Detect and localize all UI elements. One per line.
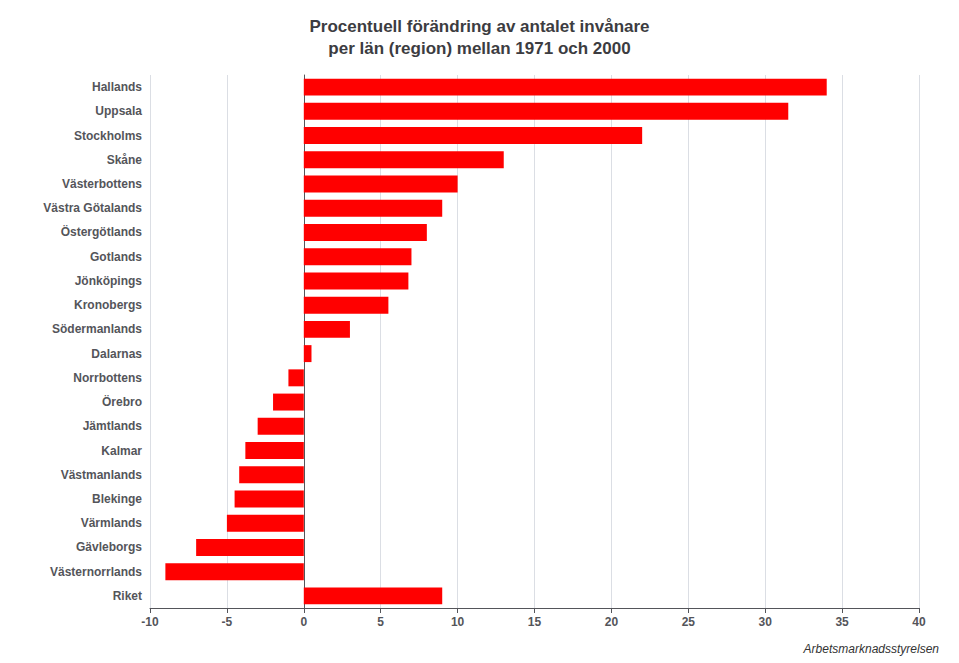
svg-text:Kronobergs: Kronobergs — [74, 298, 142, 312]
svg-text:20: 20 — [605, 615, 619, 629]
svg-text:Dalarnas: Dalarnas — [91, 347, 142, 361]
svg-text:Västerbottens: Västerbottens — [62, 177, 142, 191]
svg-text:35: 35 — [835, 615, 849, 629]
svg-text:15: 15 — [528, 615, 542, 629]
svg-text:Gotlands: Gotlands — [90, 250, 142, 264]
svg-text:Örebro: Örebro — [102, 394, 142, 409]
svg-text:Värmlands: Värmlands — [81, 516, 143, 530]
svg-text:Kalmar: Kalmar — [101, 444, 142, 458]
svg-text:Stockholms: Stockholms — [74, 129, 142, 143]
svg-text:30: 30 — [759, 615, 773, 629]
svg-text:-10: -10 — [141, 615, 159, 629]
svg-text:Västernorrlands: Västernorrlands — [50, 565, 142, 579]
svg-text:Hallands: Hallands — [92, 80, 142, 94]
svg-text:40: 40 — [912, 615, 926, 629]
svg-text:Östergötlands: Östergötlands — [61, 224, 143, 239]
svg-text:Jämtlands: Jämtlands — [83, 419, 143, 433]
svg-text:Skåne: Skåne — [107, 153, 143, 167]
svg-text:Uppsala: Uppsala — [95, 104, 142, 118]
svg-text:Gävleborgs: Gävleborgs — [76, 540, 142, 554]
svg-text:Västmanlands: Västmanlands — [61, 468, 143, 482]
svg-text:5: 5 — [377, 615, 384, 629]
svg-text:per län (region) mellan 1971 o: per län (region) mellan 1971 och 2000 — [328, 39, 630, 58]
svg-text:Blekinge: Blekinge — [92, 492, 142, 506]
svg-text:25: 25 — [682, 615, 696, 629]
svg-text:Arbetsmarknadsstyrelsen: Arbetsmarknadsstyrelsen — [803, 642, 940, 656]
svg-text:10: 10 — [451, 615, 465, 629]
svg-text:0: 0 — [300, 615, 307, 629]
svg-text:Procentuell förändring av anta: Procentuell förändring av antalet invåna… — [309, 17, 649, 36]
svg-text:Västra Götalands: Västra Götalands — [43, 201, 142, 215]
svg-text:Norrbottens: Norrbottens — [73, 371, 142, 385]
svg-text:Södermanlands: Södermanlands — [52, 322, 142, 336]
svg-text:Riket: Riket — [113, 589, 142, 603]
svg-text:-5: -5 — [222, 615, 233, 629]
svg-text:Jönköpings: Jönköpings — [75, 274, 143, 288]
